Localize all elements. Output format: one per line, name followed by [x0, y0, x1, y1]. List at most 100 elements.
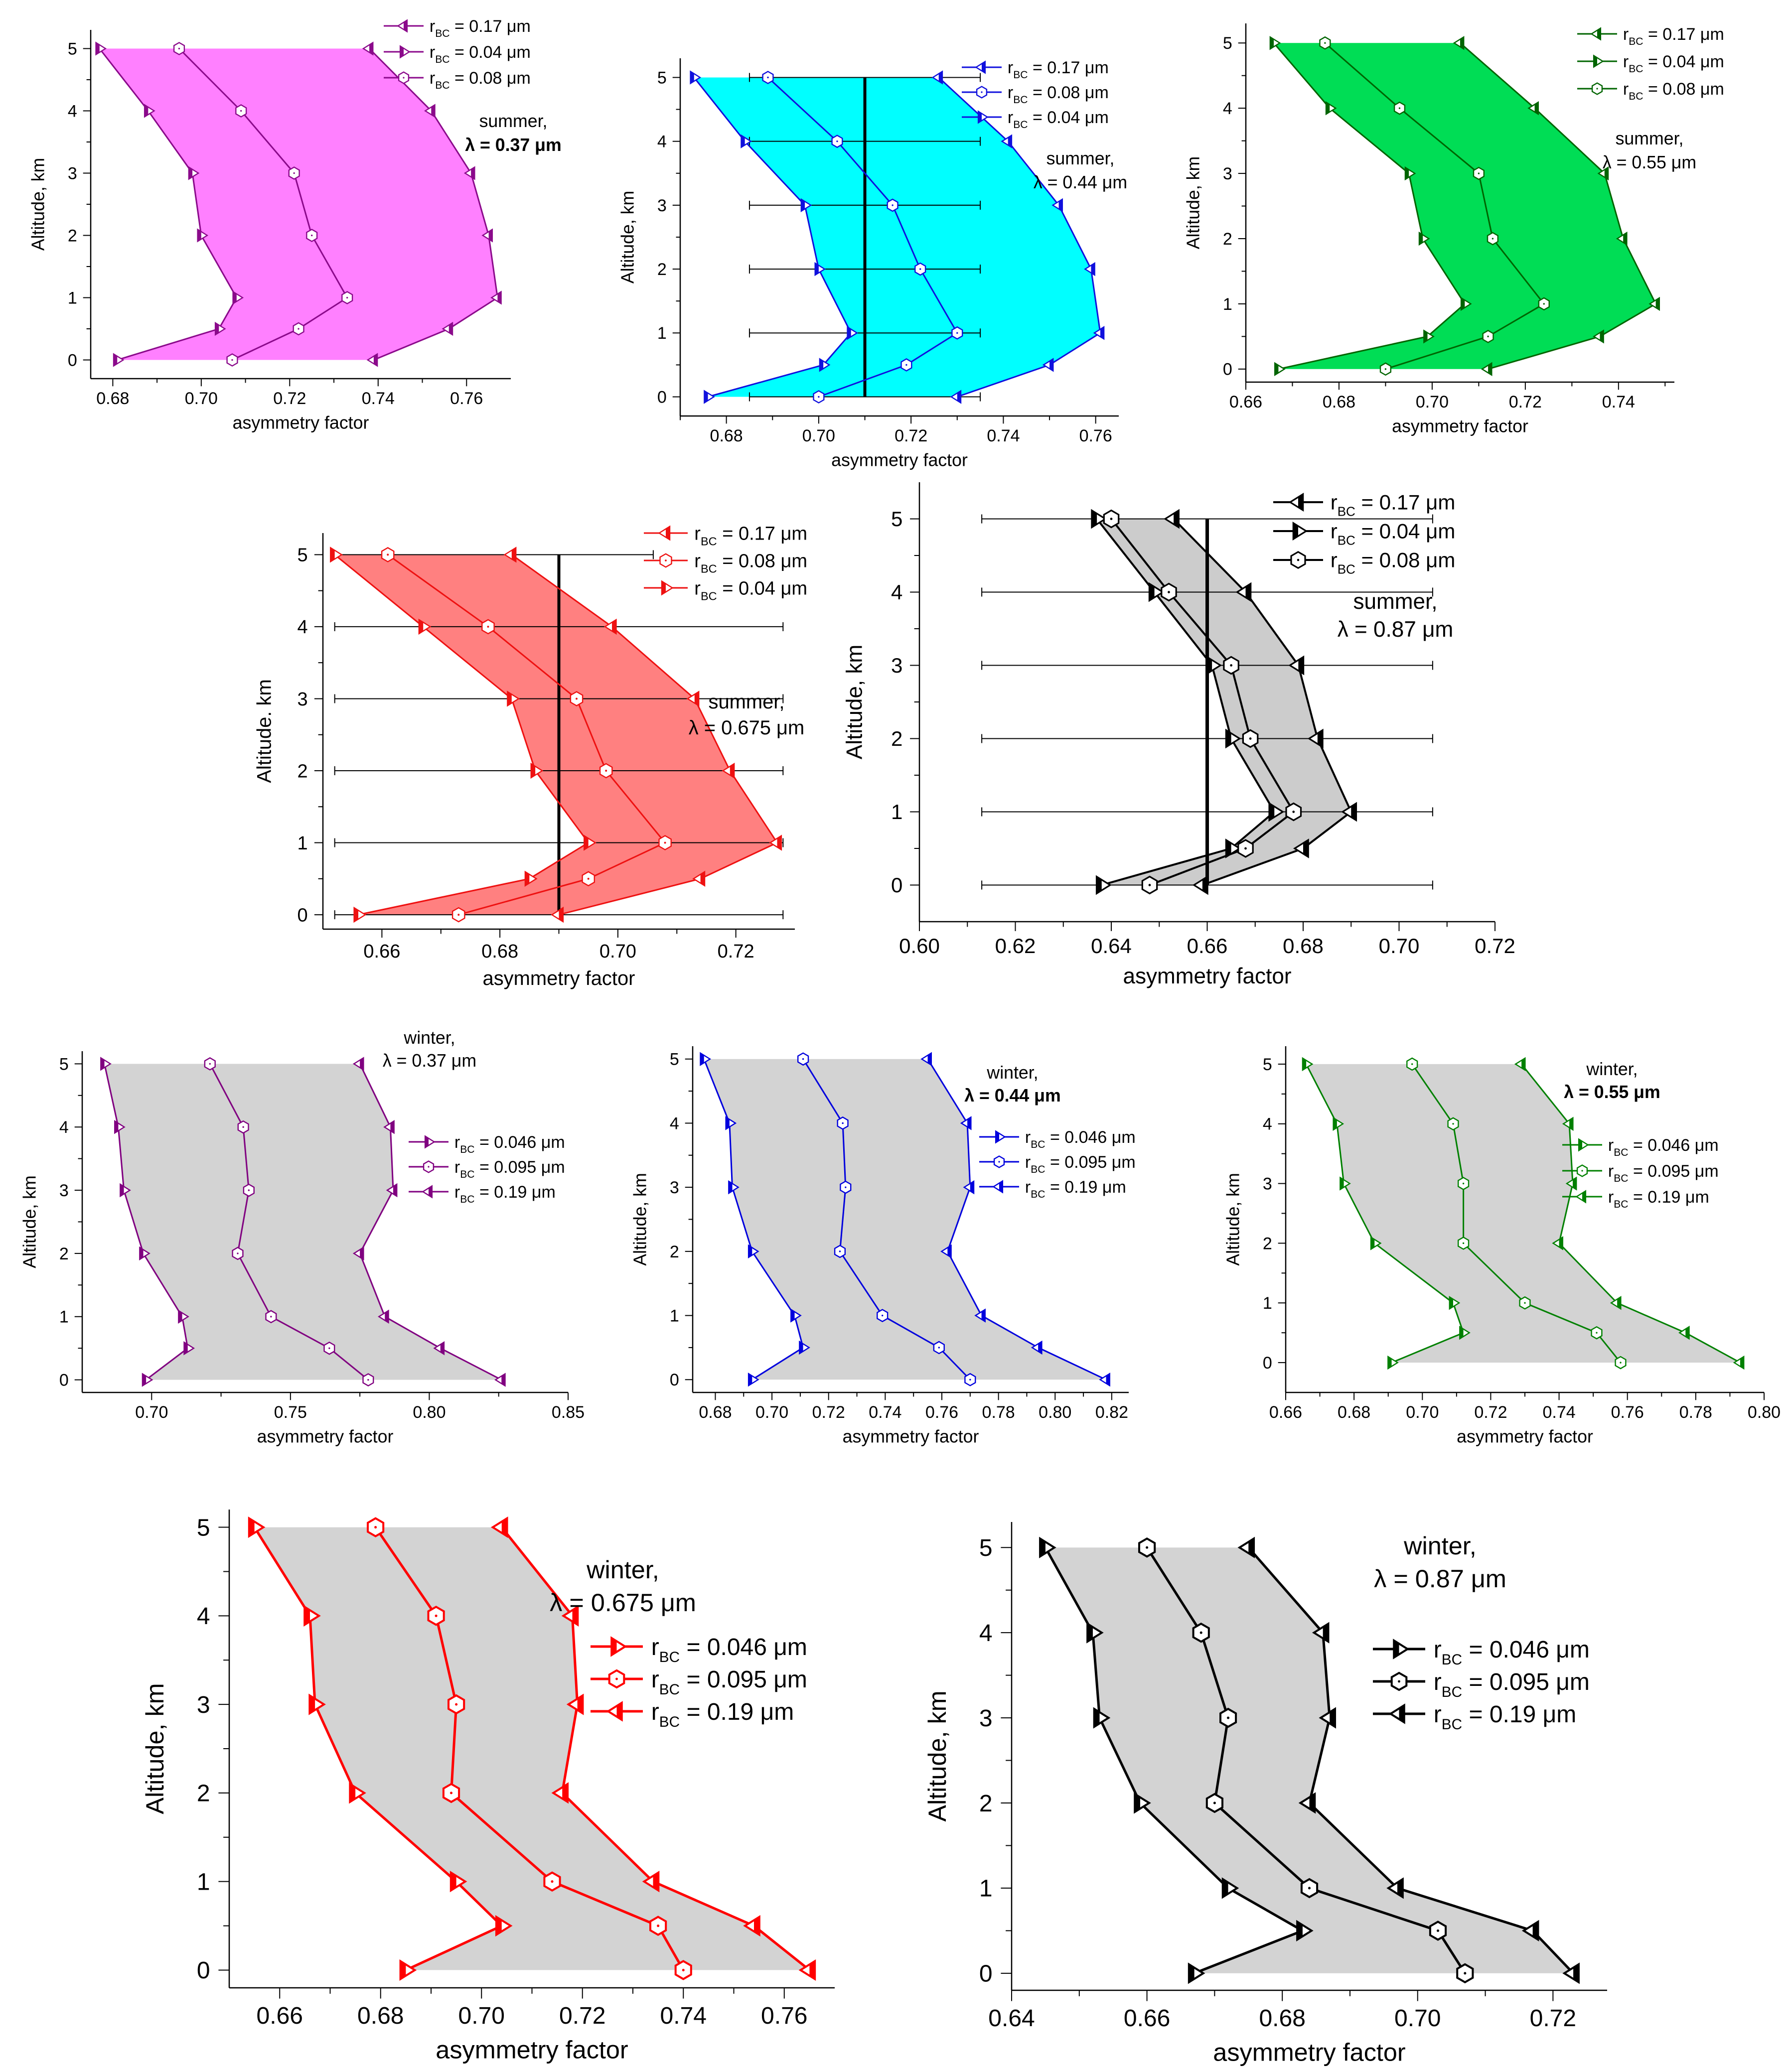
series-3-point-fill: [1038, 1341, 1042, 1354]
series-2-point-dot: [682, 1968, 685, 1971]
x-axis-label: asymmetry factor: [1457, 1426, 1593, 1446]
y-tick-label: 0: [1223, 360, 1232, 379]
series-1-point-fill: [450, 1872, 456, 1891]
series-2-point-dot: [209, 1063, 211, 1065]
x-tick-label: 0.70: [755, 1403, 788, 1422]
series-1-point-fill: [178, 1310, 182, 1323]
y-axis-label: Altitude, km: [1223, 1173, 1243, 1265]
series-1-point-fill: [1604, 167, 1608, 180]
series-1-point-fill: [559, 908, 563, 922]
series-3-point-dot: [1244, 847, 1247, 850]
series-2-point-dot: [237, 1252, 239, 1254]
series-1-point-fill: [488, 229, 492, 242]
series-1-point-fill: [1058, 199, 1062, 211]
series-2-point-dot: [1199, 1631, 1202, 1634]
series-3-point-fill: [819, 359, 824, 371]
series-3-point-fill: [967, 1117, 971, 1129]
series-3-point-fill: [1740, 1357, 1744, 1369]
series-1-point-fill: [1623, 233, 1627, 245]
envelope-fill: [254, 1527, 810, 1970]
series-1-point-fill: [938, 71, 942, 84]
y-tick-label: 5: [657, 68, 667, 87]
legend-entry: rBC = 0.095 μm: [651, 1666, 807, 1698]
series-2-point-dot: [1436, 1929, 1440, 1932]
y-tick-label: 3: [1223, 164, 1232, 183]
series-3-point-fill: [501, 1518, 507, 1536]
series-2-point-dot: [367, 1379, 369, 1381]
x-tick-label: 0.76: [925, 1403, 958, 1422]
series-1-point-fill: [730, 764, 735, 778]
chart-panel-3: 0.66 0.68 0.70 0.72 0.74 0 1 2 3 4 5 asymmetry fact…: [1184, 23, 1724, 436]
chart-panel-10: 0.64 0.66 0.68 0.70 0.72 0 1 2 3 4 5 asymmetry fact…: [923, 1522, 1607, 2067]
legend-entry: rBC = 0.08 μm: [1623, 80, 1724, 102]
x-tick-label: 0.70: [1394, 2005, 1441, 2032]
y-tick-label: 2: [670, 1243, 679, 1261]
series-1-point-fill: [142, 1374, 147, 1386]
x-tick-label: 0.74: [987, 426, 1020, 445]
series-2-point-fill: [1226, 840, 1231, 857]
x-tick-label: 0.66: [1187, 934, 1228, 958]
series-3-point-fill: [1573, 1177, 1577, 1190]
series-1-point-fill: [799, 1341, 803, 1354]
annotation: λ = 0.675 μm: [689, 717, 805, 739]
legend-entry: rBC = 0.08 μm: [694, 551, 807, 575]
series-3-point-fill: [360, 1247, 364, 1259]
series-2-point-dot: [1146, 1546, 1149, 1549]
annotation: λ = 0.37 μm: [383, 1051, 476, 1071]
x-tick-label: 0.72: [559, 2003, 605, 2029]
x-axis-label: asymmetry factor: [233, 413, 369, 432]
legend-entry: rBC = 0.19 μm: [651, 1699, 794, 1730]
series-2-point-dot: [1227, 1716, 1230, 1719]
y-tick-label: 2: [68, 226, 77, 245]
annotation: winter,: [986, 1063, 1038, 1083]
y-tick-label: 4: [1263, 1115, 1272, 1134]
x-tick-label: 0.80: [1039, 1403, 1071, 1422]
series-1-point-fill: [448, 323, 452, 335]
annotation: λ = 0.675 μm: [550, 1588, 696, 1617]
series-2-point-dot: [842, 1122, 844, 1124]
legend-marker-fill: [616, 1702, 622, 1720]
x-tick-label: 0.85: [552, 1403, 585, 1422]
x-axis-label: asymmetry factor: [843, 1426, 979, 1446]
legend-entry: rBC = 0.095 μm: [1025, 1153, 1136, 1175]
chart-panel-7: 0.68 0.70 0.72 0.74 0.76 0.78 0.80 0.82 0 1 2 3 4 5 as…: [630, 1046, 1136, 1446]
chart-panel-6: 0.70 0.75 0.80 0.85 0 1 2 3 4 5 asymmetry factor Al…: [20, 1028, 585, 1446]
legend-marker-dot: [1398, 1680, 1400, 1683]
series-3-point-fill: [360, 1058, 364, 1070]
y-tick-label: 1: [197, 1869, 210, 1895]
legend-entry: rBC = 0.17 μm: [1623, 25, 1724, 47]
legend-marker-dot: [1581, 1170, 1583, 1172]
legend-marker-fill: [1399, 1705, 1404, 1723]
series-2-point-dot: [1596, 1332, 1598, 1334]
series-2-point-dot: [248, 1189, 250, 1191]
legend-entry: rBC = 0.17 μm: [694, 523, 807, 548]
series-2-point-dot: [435, 1614, 438, 1617]
x-tick-label: 0.74: [1542, 1403, 1575, 1422]
series-3-point-fill: [1248, 1538, 1254, 1557]
series-1-point-fill: [700, 871, 705, 886]
series-1-point-fill: [1655, 297, 1659, 310]
x-tick-label: 0.68: [96, 389, 129, 408]
x-tick-label: 0.76: [761, 2003, 807, 2029]
legend-marker-fill: [1293, 523, 1298, 540]
legend-entry: rBC = 0.19 μm: [454, 1183, 556, 1205]
legend-entry: rBC = 0.17 μm: [1008, 58, 1109, 81]
series-2-point-dot: [892, 204, 894, 206]
series-1-point-fill: [1298, 657, 1304, 674]
annotation: λ = 0.55 μm: [1603, 152, 1696, 172]
legend-marker-dot: [428, 1166, 430, 1168]
legend-marker-dot: [1297, 558, 1300, 561]
legend-marker-fill: [425, 1136, 429, 1148]
x-tick-label: 0.68: [481, 941, 518, 962]
y-tick-label: 5: [59, 1055, 69, 1074]
y-tick-label: 2: [297, 761, 307, 782]
series-3-point-dot: [231, 359, 233, 361]
series-3-point-fill: [1521, 1058, 1525, 1070]
legend-entry: rBC = 0.046 μm: [651, 1634, 807, 1665]
series-2-point-fill: [233, 291, 237, 304]
legend-marker-dot: [665, 559, 667, 561]
x-tick-label: 0.68: [357, 2003, 404, 2029]
series-2-point-dot: [836, 140, 838, 142]
